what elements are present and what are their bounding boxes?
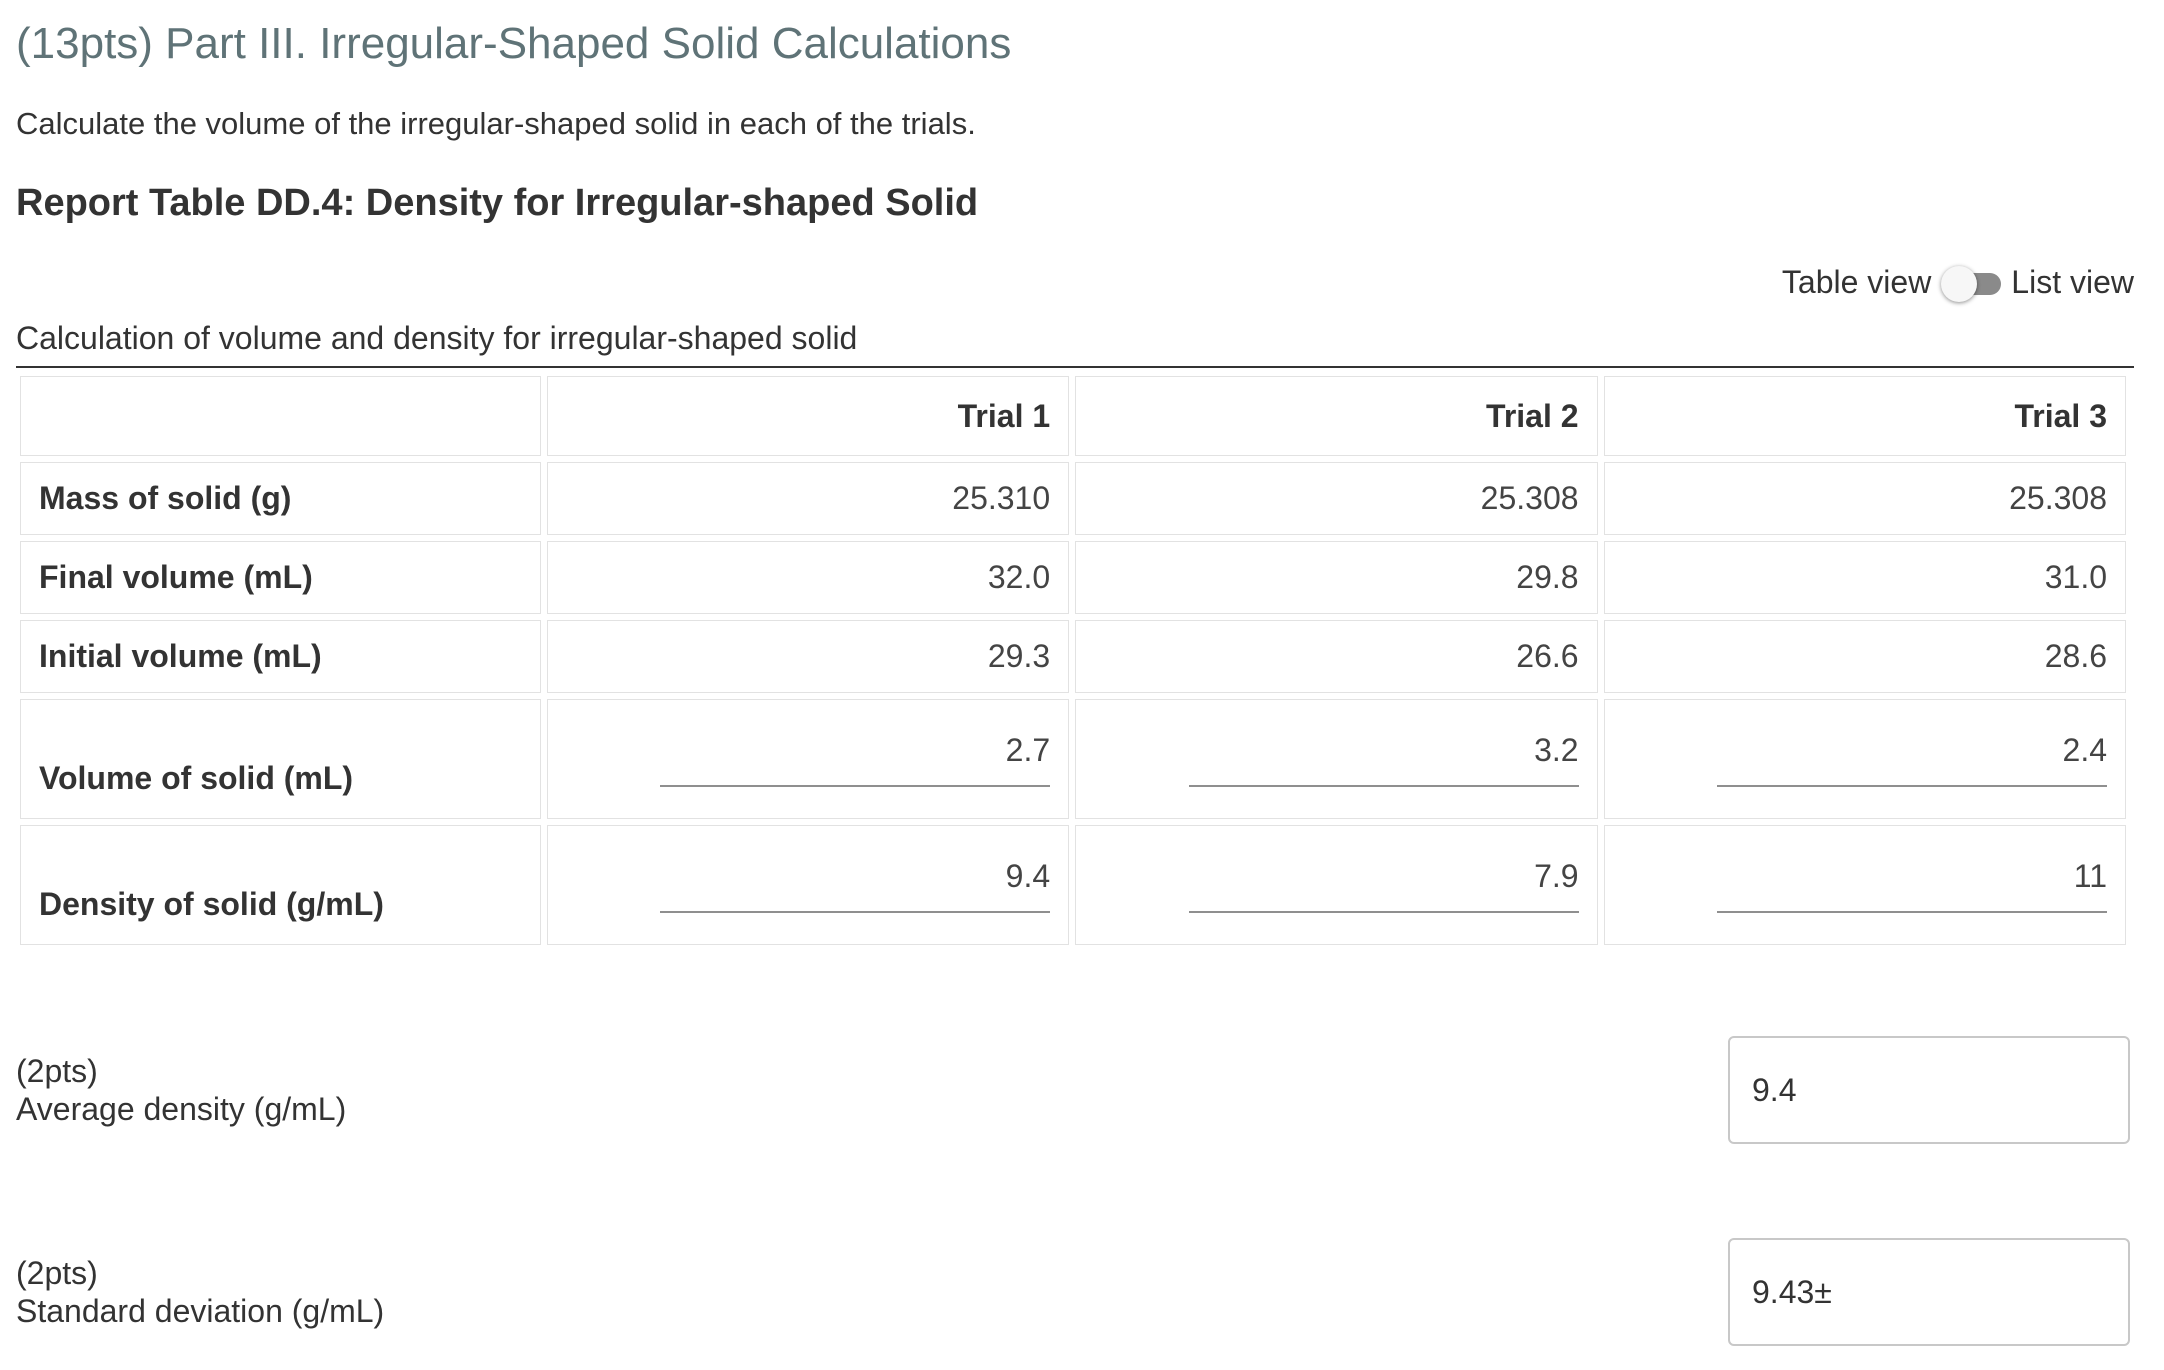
row-label-final-volume: Final volume (mL) xyxy=(20,541,541,614)
view-toggle: Table view List view xyxy=(1782,262,2134,302)
header-trial-2: Trial 2 xyxy=(1075,376,1598,456)
table-view-label[interactable]: Table view xyxy=(1781,264,1932,300)
volume-cell-trial-3: 2.4 xyxy=(1603,699,2126,819)
volume-cell-trial-1: 2.7 xyxy=(546,699,1070,819)
row-label-density-of-solid: Density of solid (g/mL) xyxy=(20,825,541,945)
average-density-question: (2pts) Average density (g/mL) xyxy=(16,1052,346,1128)
initial-volume-trial-3: 28.6 xyxy=(1603,620,2126,693)
density-cell-trial-3: 11 xyxy=(1603,825,2126,945)
average-density-label: Average density (g/mL) xyxy=(16,1091,347,1127)
header-trial-1: Trial 1 xyxy=(546,376,1070,456)
table-row-mass: Mass of solid (g) 25.310 25.308 25.308 xyxy=(20,462,2126,535)
mass-trial-1: 25.310 xyxy=(546,462,1070,535)
standard-deviation-input[interactable]: 9.43± xyxy=(1728,1238,2130,1346)
density-input-trial-2[interactable]: 7.9 xyxy=(1188,858,1579,913)
standard-deviation-points: (2pts) xyxy=(16,1255,98,1291)
view-toggle-switch[interactable] xyxy=(1941,265,2002,302)
volume-input-trial-1[interactable]: 2.7 xyxy=(660,732,1051,787)
density-cell-trial-1: 9.4 xyxy=(546,825,1070,945)
table-row-final-volume: Final volume (mL) 32.0 29.8 31.0 xyxy=(20,541,2126,614)
initial-volume-trial-1: 29.3 xyxy=(546,620,1070,693)
table-row-volume-of-solid: Volume of solid (mL) 2.7 3.2 2.4 xyxy=(20,699,2126,819)
row-label-initial-volume: Initial volume (mL) xyxy=(20,620,541,693)
instruction-text: Calculate the volume of the irregular-sh… xyxy=(16,106,976,141)
volume-input-trial-3[interactable]: 2.4 xyxy=(1717,732,2107,787)
table-header-row: Trial 1 Trial 2 Trial 3 xyxy=(20,376,2126,456)
header-corner-cell xyxy=(20,376,541,456)
average-density-points: (2pts) xyxy=(16,1053,98,1089)
density-table: Trial 1 Trial 2 Trial 3 Mass of solid (g… xyxy=(14,370,2132,951)
toggle-knob xyxy=(1941,266,1978,302)
average-density-input[interactable]: 9.4 xyxy=(1728,1036,2130,1144)
final-volume-trial-1: 32.0 xyxy=(546,541,1070,614)
list-view-label[interactable]: List view xyxy=(2011,264,2134,300)
volume-cell-trial-2: 3.2 xyxy=(1075,699,1598,819)
caption-divider xyxy=(16,366,2134,368)
density-input-trial-1[interactable]: 9.4 xyxy=(660,858,1051,913)
table-caption: Calculation of volume and density for ir… xyxy=(16,320,858,356)
volume-input-trial-2[interactable]: 3.2 xyxy=(1188,732,1579,787)
standard-deviation-question: (2pts) Standard deviation (g/mL) xyxy=(16,1254,384,1330)
density-cell-trial-2: 7.9 xyxy=(1075,825,1598,945)
mass-trial-2: 25.308 xyxy=(1075,462,1598,535)
mass-trial-3: 25.308 xyxy=(1603,462,2126,535)
initial-volume-trial-2: 26.6 xyxy=(1075,620,1598,693)
standard-deviation-label: Standard deviation (g/mL) xyxy=(16,1293,385,1329)
header-trial-3: Trial 3 xyxy=(1603,376,2126,456)
table-row-initial-volume: Initial volume (mL) 29.3 26.6 28.6 xyxy=(20,620,2126,693)
row-label-mass: Mass of solid (g) xyxy=(20,462,541,535)
final-volume-trial-2: 29.8 xyxy=(1075,541,1598,614)
row-label-volume-of-solid: Volume of solid (mL) xyxy=(20,699,541,819)
density-input-trial-3[interactable]: 11 xyxy=(1717,858,2107,913)
report-table-title: Report Table DD.4: Density for Irregular… xyxy=(16,182,979,224)
part-title: (13pts) Part III. Irregular-Shaped Solid… xyxy=(16,19,1012,68)
final-volume-trial-3: 31.0 xyxy=(1603,541,2126,614)
table-row-density-of-solid: Density of solid (g/mL) 9.4 7.9 11 xyxy=(20,825,2126,945)
